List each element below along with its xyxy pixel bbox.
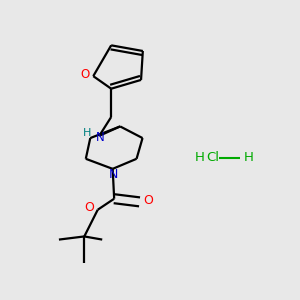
Text: O: O — [80, 68, 89, 81]
Text: H: H — [244, 152, 254, 164]
Text: Cl: Cl — [206, 152, 219, 164]
Text: N: N — [109, 168, 118, 181]
Text: H: H — [194, 152, 204, 164]
Text: O: O — [84, 201, 94, 214]
Text: H: H — [83, 128, 92, 138]
Text: O: O — [144, 194, 153, 207]
Text: N: N — [96, 131, 105, 144]
